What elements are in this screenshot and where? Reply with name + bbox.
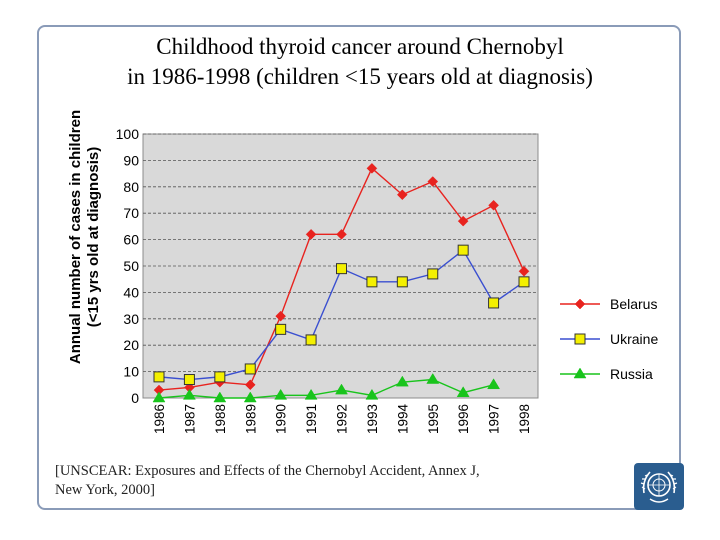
y-tick-label: 0 <box>131 390 139 406</box>
y-tick-label: 10 <box>123 364 139 380</box>
data-point-ukraine <box>244 363 256 375</box>
x-tick-label: 1997 <box>487 404 502 434</box>
y-tick-label: 30 <box>123 311 139 327</box>
data-point-russia <box>274 388 288 400</box>
data-point-russia <box>243 391 257 403</box>
data-point-ukraine <box>518 276 530 288</box>
data-point-ukraine <box>275 323 287 335</box>
legend-label-belarus: Belarus <box>610 296 657 312</box>
legend-marker-ukraine <box>574 333 586 345</box>
y-tick-label: 70 <box>123 205 139 221</box>
series-layer <box>152 162 530 403</box>
y-tick-label: 100 <box>116 126 140 142</box>
data-point-russia <box>335 383 348 395</box>
legend-marker-belarus <box>574 298 586 310</box>
un-emblem-icon <box>634 463 684 510</box>
y-axis-label: Annual number of cases in children (<15 … <box>67 110 102 364</box>
x-tick-label: 1994 <box>395 404 410 435</box>
data-point-belarus <box>244 379 256 391</box>
x-tick-label: 1990 <box>274 404 289 434</box>
y-tick-label: 20 <box>123 337 139 353</box>
y-tick-label: 90 <box>123 152 139 168</box>
legend: Belarus Ukraine Russia <box>560 296 658 382</box>
citation-line-2: New York, 2000] <box>55 482 155 498</box>
y-axis-label-line-2: (<15 yrs old at diagnosis) <box>85 147 102 327</box>
data-point-russia <box>365 388 379 400</box>
data-point-ukraine <box>214 371 226 383</box>
data-point-russia <box>395 375 409 387</box>
y-tick-label: 50 <box>123 258 139 274</box>
data-point-belarus <box>336 228 347 240</box>
x-tick-label: 1991 <box>304 404 319 434</box>
x-axis-ticks: 1986 1987 1988 1989 1990 1991 1992 1993 1994 1995… <box>152 404 532 435</box>
citation-line-1: [UNSCEAR: Exposures and Effects of the C… <box>55 463 480 479</box>
legend-marker-russia <box>573 367 587 379</box>
data-point-belarus <box>518 265 530 277</box>
data-point-belarus <box>275 310 287 322</box>
data-point-belarus <box>457 215 469 227</box>
y-tick-label: 40 <box>123 284 139 300</box>
data-point-belarus <box>305 228 317 240</box>
y-axis-ticks: 0 10 20 30 40 50 60 70 80 90 100 <box>116 126 140 406</box>
y-tick-label: 60 <box>123 232 139 248</box>
data-point-russia <box>213 391 227 403</box>
y-tick-label: 80 <box>123 179 139 195</box>
slide-title: Childhood thyroid cancer around Chernoby… <box>0 32 720 92</box>
data-point-russia <box>487 378 501 390</box>
x-tick-label: 1998 <box>517 404 532 434</box>
data-point-ukraine <box>457 244 469 256</box>
legend-item-belarus: Belarus <box>560 296 657 312</box>
x-tick-label: 1987 <box>182 404 197 434</box>
slide-title-line-2: in 1986-1998 (children <15 years old at … <box>127 64 593 89</box>
series-ukraine <box>153 244 530 386</box>
slide-title-line-1: Childhood thyroid cancer around Chernoby… <box>156 34 564 59</box>
data-point-russia <box>152 391 166 403</box>
citation: [UNSCEAR: Exposures and Effects of the C… <box>55 462 480 500</box>
data-point-ukraine <box>183 374 195 386</box>
y-axis-label-line-1: Annual number of cases in children <box>67 110 84 364</box>
legend-label-russia: Russia <box>610 366 653 382</box>
slide-frame <box>37 25 681 510</box>
data-point-russia <box>182 388 196 400</box>
x-tick-label: 1996 <box>456 404 471 434</box>
data-point-ukraine <box>305 334 317 346</box>
x-tick-label: 1992 <box>335 404 350 434</box>
data-point-russia <box>304 388 318 400</box>
data-point-belarus <box>488 199 499 211</box>
data-point-russia <box>456 386 470 397</box>
data-point-ukraine <box>488 297 500 309</box>
data-point-belarus <box>396 189 408 201</box>
data-point-belarus <box>366 162 378 174</box>
data-point-russia <box>426 373 440 384</box>
x-tick-label: 1988 <box>213 404 228 434</box>
data-point-ukraine <box>366 276 378 288</box>
x-tick-label: 1989 <box>243 404 258 434</box>
legend-label-ukraine: Ukraine <box>610 331 658 347</box>
x-tick-label: 1986 <box>152 404 167 434</box>
data-point-ukraine <box>396 276 408 288</box>
legend-item-ukraine: Ukraine <box>560 331 658 347</box>
data-point-belarus <box>427 176 439 187</box>
data-point-ukraine <box>153 371 165 383</box>
x-tick-label: 1995 <box>426 404 441 434</box>
series-russia <box>152 373 501 403</box>
data-point-ukraine <box>427 268 439 280</box>
x-tick-label: 1993 <box>365 404 380 434</box>
data-point-ukraine <box>336 263 347 275</box>
legend-item-russia: Russia <box>560 366 653 382</box>
